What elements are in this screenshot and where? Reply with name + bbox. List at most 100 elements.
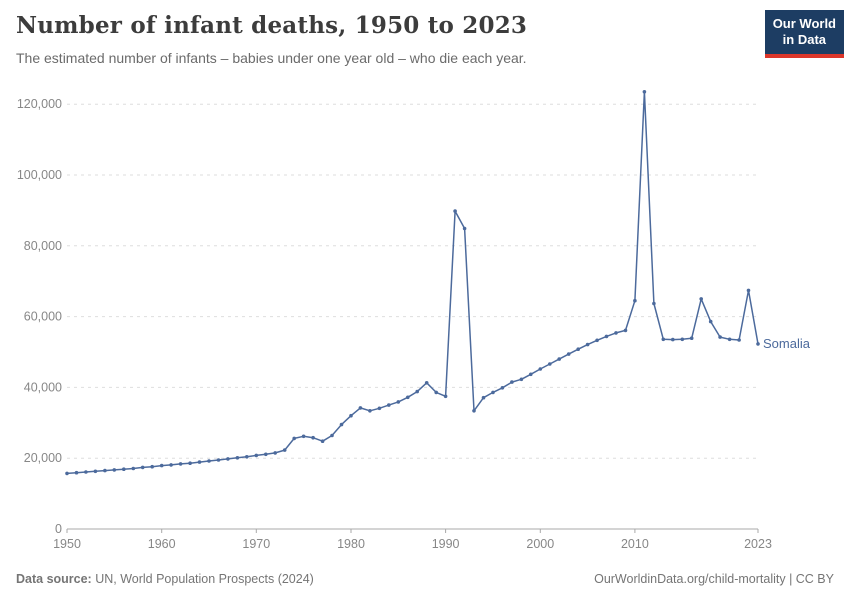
chart-canvas[interactable]: 0 20,000 40,000 60,000 80,000 100,000 120,000 1… xyxy=(0,0,850,560)
y-tick-label: 80,000 xyxy=(24,239,62,253)
data-point xyxy=(500,386,505,390)
data-point xyxy=(604,334,609,339)
data-point xyxy=(462,226,467,231)
data-point xyxy=(140,465,145,470)
series-somalia[interactable]: Somalia xyxy=(65,90,811,476)
y-tick-label: 20,000 xyxy=(24,451,62,465)
data-point xyxy=(112,468,117,472)
y-tick-label: 120,000 xyxy=(17,97,62,111)
data-point xyxy=(633,298,637,303)
data-point xyxy=(746,288,751,293)
data-point xyxy=(737,338,741,342)
data-point xyxy=(661,337,666,342)
data-point xyxy=(216,458,221,462)
data-point xyxy=(671,337,675,342)
data-point xyxy=(74,470,79,475)
data-point xyxy=(65,471,69,476)
data-point xyxy=(708,319,713,324)
chart-subtitle: The estimated number of infants – babies… xyxy=(16,50,527,66)
y-tick-label: 100,000 xyxy=(17,168,62,182)
data-point xyxy=(103,468,107,473)
owid-logo-line1: Our World xyxy=(772,16,836,31)
data-point xyxy=(188,461,192,466)
data-point xyxy=(718,335,722,339)
data-point xyxy=(396,400,401,404)
data-point xyxy=(642,90,647,94)
data-point xyxy=(178,462,183,466)
data-point xyxy=(576,347,580,352)
data-point xyxy=(207,459,211,463)
data-point xyxy=(557,357,561,361)
x-tick-label: 2023 xyxy=(744,537,772,551)
data-point xyxy=(330,433,334,438)
y-tick-label: 0 xyxy=(55,522,62,536)
owid-logo[interactable]: Our World in Data xyxy=(764,10,844,58)
data-point xyxy=(235,456,240,460)
data-point xyxy=(529,372,533,377)
data-point xyxy=(652,301,656,306)
data-point xyxy=(491,390,495,395)
x-tick-label: 2000 xyxy=(526,537,554,551)
data-point xyxy=(566,352,571,356)
data-point xyxy=(197,460,202,464)
data-point xyxy=(282,448,287,452)
data-point xyxy=(358,406,363,410)
y-gridlines: 0 20,000 40,000 60,000 80,000 100,000 120,000 xyxy=(17,97,758,536)
data-point xyxy=(434,390,439,395)
data-point xyxy=(339,422,344,427)
data-point xyxy=(150,464,154,469)
data-point xyxy=(387,403,391,407)
data-point xyxy=(93,469,98,474)
data-point xyxy=(585,342,590,347)
data-point xyxy=(311,435,315,440)
x-tick-label: 2010 xyxy=(621,537,649,551)
x-tick-label: 1950 xyxy=(53,537,81,551)
data-point xyxy=(519,377,524,382)
data-point xyxy=(320,439,325,444)
data-point xyxy=(453,209,457,213)
owid-logo-line2: in Data xyxy=(782,32,827,48)
data-point xyxy=(159,463,164,468)
x-axis: 1950 1960 1970 1980 1990 2000 2010 2023 xyxy=(53,529,772,551)
x-tick-label: 1960 xyxy=(148,537,176,551)
x-tick-label: 1980 xyxy=(337,537,365,551)
data-point xyxy=(548,362,552,366)
y-tick-label: 40,000 xyxy=(24,380,62,394)
data-point xyxy=(472,409,476,413)
data-point xyxy=(292,436,297,441)
page-title: Number of infant deaths, 1950 to 2023 xyxy=(16,12,528,39)
data-point xyxy=(481,395,486,400)
data-point xyxy=(84,470,88,474)
chart-footer: Data source: UN, World Population Prospe… xyxy=(16,572,834,586)
data-point xyxy=(424,381,429,385)
data-point xyxy=(595,338,599,343)
data-point xyxy=(349,413,353,418)
data-point xyxy=(623,328,628,333)
series-line xyxy=(66,91,759,475)
entity-label-somalia: Somalia xyxy=(763,336,811,351)
data-point xyxy=(510,380,514,384)
data-point xyxy=(377,406,382,411)
data-point xyxy=(756,342,760,346)
x-tick-label: 1990 xyxy=(432,537,460,551)
data-point xyxy=(689,336,694,341)
data-point xyxy=(169,463,173,467)
credit-link[interactable]: OurWorldinData.org/child-mortality | CC … xyxy=(594,572,834,586)
data-point xyxy=(245,455,249,459)
x-tick-label: 1970 xyxy=(242,537,270,551)
data-point xyxy=(443,394,448,399)
data-point xyxy=(614,331,618,335)
data-point xyxy=(273,451,278,455)
data-source: Data source: UN, World Population Prospe… xyxy=(16,572,314,586)
data-point xyxy=(699,297,703,301)
data-point xyxy=(727,337,732,342)
data-source-text: UN, World Population Prospects (2024) xyxy=(91,572,314,586)
data-point xyxy=(415,389,420,394)
data-point xyxy=(254,453,259,458)
data-point xyxy=(122,467,126,472)
y-tick-label: 60,000 xyxy=(24,310,62,324)
data-point xyxy=(301,434,306,439)
data-point xyxy=(680,337,685,342)
data-point xyxy=(368,409,372,413)
data-source-label: Data source: xyxy=(16,572,92,586)
